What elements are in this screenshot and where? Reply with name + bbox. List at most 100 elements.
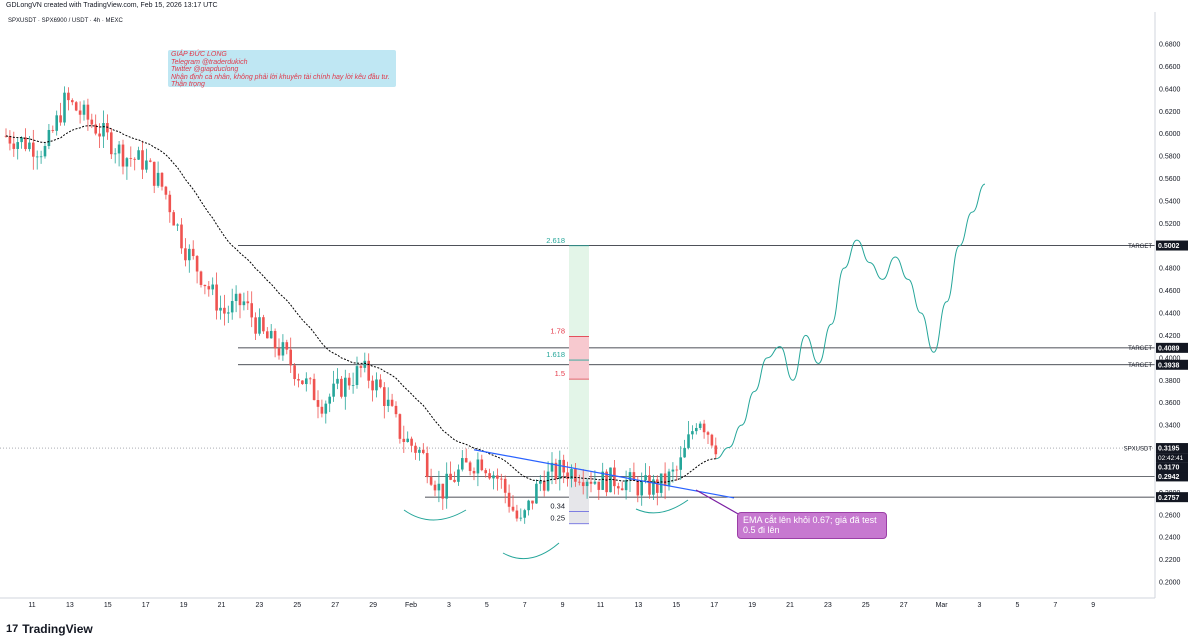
time-tick-label: 5 [485, 602, 489, 609]
price-tag-value: 0.3195 [1158, 446, 1180, 453]
candle-body [262, 317, 265, 332]
price-tick-label: 0.3600 [1159, 400, 1181, 407]
candle-body [305, 378, 308, 385]
candle-body [425, 453, 429, 478]
candle-body [312, 378, 316, 401]
candle-body [695, 427, 698, 432]
candle-body [535, 483, 538, 504]
candle-body [43, 146, 47, 157]
time-tick-label: 23 [256, 602, 264, 609]
candle-body [71, 100, 74, 103]
note-line: Thận trọng [171, 81, 205, 89]
price-tag-value: 0.2942 [1158, 474, 1180, 481]
candle-body [203, 284, 207, 287]
price-tick-label: 0.6600 [1159, 64, 1181, 71]
price-tick-label: 0.2600 [1159, 512, 1181, 519]
time-tick-label: 13 [635, 602, 643, 609]
candle-body [211, 284, 214, 290]
candle-body [207, 286, 211, 290]
time-tick-label: 9 [561, 602, 565, 609]
candle-body [102, 123, 105, 137]
candle-body [141, 150, 144, 170]
candle-body [698, 423, 702, 428]
candle-body [347, 377, 351, 386]
level-label: TARGET [1128, 244, 1152, 250]
candle-body [581, 482, 585, 487]
tradingview-footer[interactable]: 17 TradingView [6, 620, 93, 638]
time-tick-label: 3 [978, 602, 982, 609]
price-tick-label: 0.6400 [1159, 86, 1181, 93]
candle-body [593, 481, 597, 484]
candle-body [433, 484, 437, 491]
candle-body [515, 510, 519, 519]
candle-body [617, 486, 620, 489]
price-tag-value: 0.5002 [1158, 243, 1180, 250]
candle-body [82, 104, 86, 115]
tradingview-logo-icon: 17 [6, 623, 19, 635]
price-tag [1156, 471, 1188, 482]
price-tick-label: 0.5800 [1159, 154, 1181, 161]
candle-body [121, 144, 125, 167]
candle-body [269, 330, 273, 339]
time-tick-label: 21 [218, 602, 226, 609]
countdown-tag [1156, 453, 1188, 463]
price-tag [1156, 342, 1188, 353]
candle-body [156, 172, 160, 186]
candle-body [402, 438, 406, 442]
candle-body [437, 483, 441, 491]
candle-body [328, 396, 331, 404]
candle-body [394, 405, 398, 415]
candle-body [418, 449, 421, 453]
projection-path [715, 183, 986, 460]
candle-body [503, 478, 507, 493]
candle-body [507, 492, 511, 507]
ema-callout: EMA cắt lên khỏi 0.67; giá đã test 0.5 đ… [737, 512, 887, 539]
candle-body [476, 459, 480, 474]
candle-body [659, 473, 663, 493]
candle-body [16, 142, 19, 149]
price-tag [1156, 359, 1188, 370]
candle-body [644, 475, 647, 481]
time-tick-label: 29 [369, 602, 377, 609]
price-tick-label: 0.5200 [1159, 221, 1181, 228]
candle-body [410, 438, 413, 446]
candle-body [570, 469, 573, 479]
candle-body [422, 449, 425, 454]
candle-body [51, 129, 55, 131]
time-tick-label: 25 [862, 602, 870, 609]
callout-pointer [695, 489, 741, 516]
price-tick-label: 0.4600 [1159, 288, 1181, 295]
candle-body [687, 434, 690, 448]
ema-tag [1156, 462, 1188, 473]
candle-body [383, 387, 386, 407]
candle-body [86, 104, 90, 120]
candle-body [379, 379, 382, 388]
pattern-arc [403, 509, 467, 521]
candle-body [180, 224, 183, 249]
candle-body [250, 303, 253, 318]
price-tick-label: 0.3800 [1159, 378, 1181, 385]
time-tick-label: 3 [447, 602, 451, 609]
time-tick-label: 7 [1053, 602, 1057, 609]
candle-body [308, 378, 312, 380]
candle-body [496, 475, 499, 479]
note-line: GIÁP ĐỨC LONG [171, 51, 227, 58]
price-tag [1156, 240, 1188, 251]
candle-body [336, 378, 339, 384]
level-label: SPXUSDT [1124, 446, 1153, 452]
candle-body [258, 317, 261, 334]
candle-body [219, 307, 222, 311]
candle-body [55, 115, 58, 131]
candle-body [492, 475, 495, 479]
candle-body [714, 445, 718, 455]
candle-body [663, 473, 667, 486]
candle-body [94, 124, 97, 134]
candle-body [652, 479, 655, 495]
candle-body [710, 434, 714, 446]
candle-body [679, 457, 682, 470]
fib-level-label: 1.618 [546, 350, 565, 359]
candle-body [597, 481, 601, 490]
candle-body [238, 293, 242, 306]
fib-level-label: 1.5 [555, 369, 565, 378]
